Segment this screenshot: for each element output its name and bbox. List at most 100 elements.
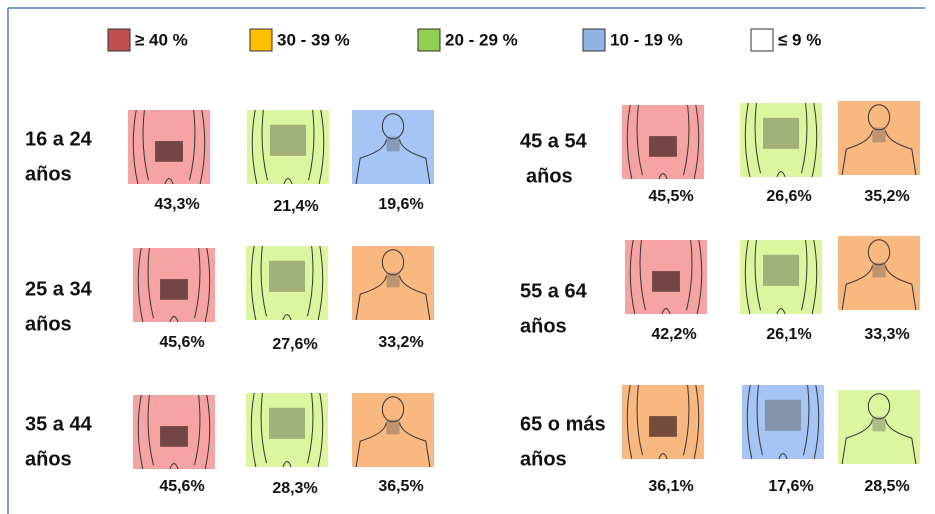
age-group: 16 a 24 años 43,3% 21,4% 19,6% (25, 109, 434, 215)
head (381, 249, 405, 276)
body-tile (740, 240, 822, 314)
upper-back-highlight (762, 117, 800, 149)
percent-label: 19,6% (378, 196, 423, 213)
lower-back-highlight (160, 279, 188, 300)
percent-label: 33,2% (378, 334, 423, 351)
age-label: 65 o más (520, 413, 606, 435)
shoulders (841, 130, 917, 176)
percent-label: 36,5% (378, 478, 423, 495)
head (381, 113, 405, 140)
torso (132, 109, 206, 185)
body-tile (838, 236, 920, 310)
shoulders (841, 265, 917, 311)
legend-label: ≤ 9 % (778, 30, 821, 49)
torso (137, 247, 211, 323)
shoulders (841, 419, 917, 465)
lower-back-highlight (160, 426, 188, 447)
shoulders (355, 422, 431, 468)
percent-label: 21,4% (273, 198, 318, 215)
legend-swatch (249, 28, 273, 52)
legend-label: ≥ 40 % (135, 30, 188, 49)
legend-swatch (750, 28, 774, 52)
percent-label: 45,6% (159, 478, 204, 495)
torso (137, 394, 211, 470)
percent-label: 45,6% (159, 334, 204, 351)
head (867, 104, 891, 131)
upper-back-highlight (268, 260, 306, 292)
legend-label: 10 - 19 % (610, 30, 683, 49)
legend-label: 30 - 39 % (277, 30, 350, 49)
percent-label: 43,3% (154, 196, 199, 213)
torso (744, 102, 818, 178)
age-label: años (520, 448, 567, 470)
body-tile (246, 393, 328, 467)
age-group: 45 a 54 años 45,5% 26,6% 35,2% (520, 101, 920, 205)
neck-highlight (872, 262, 886, 278)
percent-label: 17,6% (768, 478, 813, 495)
age-label: 35 a 44 (25, 413, 93, 435)
neck-highlight (386, 136, 400, 152)
lower-back-highlight (652, 271, 680, 292)
torso (629, 239, 703, 315)
age-label: años (25, 313, 72, 335)
age-label: años (526, 165, 573, 187)
neck-highlight (386, 419, 400, 435)
body-tile (352, 246, 434, 320)
torso (250, 245, 324, 321)
torso (626, 384, 700, 460)
age-label: años (520, 315, 567, 337)
body-tile (838, 390, 920, 464)
age-label: años (25, 163, 72, 185)
percent-label: 42,2% (651, 326, 696, 343)
upper-back-highlight (269, 124, 307, 156)
shoulders (355, 139, 431, 185)
shoulders (355, 275, 431, 321)
torso (626, 104, 700, 180)
age-label: 25 a 34 (25, 278, 93, 300)
torso (746, 384, 820, 460)
head (867, 393, 891, 420)
legend-label: 20 - 29 % (445, 30, 518, 49)
lower-back-highlight (649, 136, 677, 157)
percent-label: 26,1% (766, 326, 811, 343)
percent-label: 33,3% (864, 326, 909, 343)
upper-back-highlight (764, 399, 802, 431)
body-tile (742, 385, 824, 459)
upper-back-highlight (762, 254, 800, 286)
upper-back-highlight (268, 407, 306, 439)
percent-label: 28,3% (272, 480, 317, 497)
head (381, 396, 405, 423)
neck-highlight (872, 127, 886, 143)
age-label: 45 a 54 (520, 130, 588, 152)
torso (250, 392, 324, 468)
body-tile (247, 110, 329, 184)
age-group: 65 o más años 36,1% 17,6% 28,5% (520, 384, 920, 495)
age-label: años (25, 448, 72, 470)
body-tile (246, 246, 328, 320)
percent-label: 28,5% (864, 478, 909, 495)
age-label: 16 a 24 (25, 128, 93, 150)
legend-swatch (107, 28, 131, 52)
head (867, 239, 891, 266)
age-label: 55 a 64 (520, 280, 588, 302)
percent-label: 26,6% (766, 188, 811, 205)
body-tile (352, 110, 434, 184)
body-tile (352, 393, 434, 467)
age-group: 55 a 64 años 42,2% 26,1% 33,3% (520, 236, 920, 343)
legend-swatch (582, 28, 606, 52)
percent-label: 27,6% (272, 336, 317, 353)
neck-highlight (872, 416, 886, 432)
age-group: 25 a 34 años 45,6% 27,6% 33,2% (25, 245, 434, 353)
age-group: 35 a 44 años 45,6% 28,3% 36,5% (25, 392, 434, 497)
percent-label: 36,1% (648, 478, 693, 495)
torso (251, 109, 325, 185)
lower-back-highlight (155, 141, 183, 162)
percent-label: 45,5% (648, 188, 693, 205)
neck-highlight (386, 272, 400, 288)
lower-back-highlight (649, 416, 677, 437)
body-tile (740, 103, 822, 177)
body-tile (838, 101, 920, 175)
legend-swatch (417, 28, 441, 52)
torso (744, 239, 818, 315)
percent-label: 35,2% (864, 188, 909, 205)
